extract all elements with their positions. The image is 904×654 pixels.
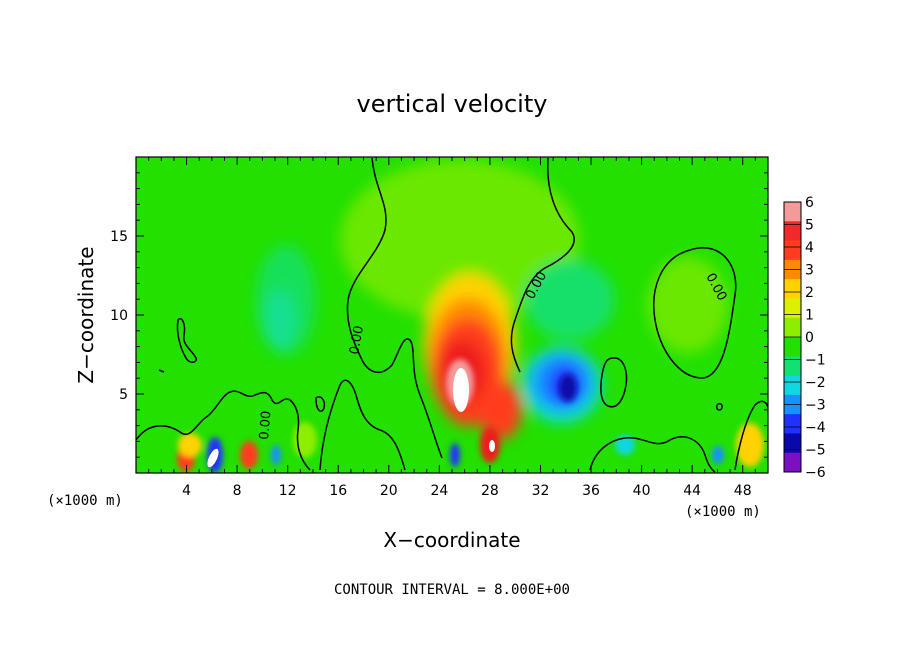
x-tick-label: 16 — [329, 483, 347, 499]
colorbar-segment — [784, 298, 801, 319]
colorbar-label: 4 — [805, 240, 814, 256]
colorbar-label: −4 — [805, 420, 826, 436]
colorbar-label: 6 — [805, 195, 814, 211]
x-tick-label: 24 — [430, 483, 448, 499]
downdraft-outer — [525, 260, 615, 340]
contour-label-4: 0.00 — [257, 410, 274, 440]
updraft-red-lobe — [478, 380, 522, 440]
weak-updraft-zone — [648, 257, 728, 353]
x-tick-label: 48 — [734, 483, 752, 499]
colorbar-label: 3 — [805, 263, 814, 279]
contour-small-left — [176, 318, 198, 363]
surface-cell-blue-4 — [712, 446, 724, 464]
contour-label-1: 0.00 — [347, 325, 367, 356]
x-tick-label: 8 — [233, 483, 242, 499]
x-unit-left: (×1000 m) — [47, 493, 123, 509]
surface-cell-red-2 — [240, 441, 258, 469]
colorbar-segment — [784, 240, 801, 261]
colorbar-label: 0 — [805, 330, 814, 346]
contour-tiny — [315, 396, 326, 412]
surface-cell-green-1 — [293, 422, 317, 458]
y-axis-ticks: 5 10 15 — [110, 172, 768, 458]
surface-white-spot — [489, 440, 495, 452]
surface-cell-blue-2 — [271, 445, 281, 465]
colorbar-segment — [784, 202, 801, 222]
colorbar-segment — [784, 317, 801, 338]
colorbar-segment — [784, 433, 801, 454]
x-axis-ticks: 4 8 12 16 20 24 28 32 36 40 44 48 — [148, 157, 756, 499]
colorbar-label: 1 — [805, 308, 814, 324]
broad-updraft-zone — [340, 160, 580, 320]
colorbar-segment — [784, 279, 801, 299]
contour-right-plume — [510, 157, 575, 373]
surface-cell-cyan-1 — [615, 435, 635, 455]
colorbar-segment — [784, 337, 801, 357]
downdraft-core — [559, 374, 577, 402]
colorbar-segment — [784, 375, 801, 396]
colorbar-label: −6 — [805, 465, 826, 481]
contour-tick-a — [158, 369, 165, 373]
surface-cell-blue-3 — [450, 443, 460, 467]
colorbar-label: −5 — [805, 443, 826, 459]
colorbar-label: 2 — [805, 285, 814, 301]
x-tick-label: 44 — [683, 483, 701, 499]
contour-surface-left — [136, 390, 311, 471]
y-tick-label: 5 — [119, 387, 128, 403]
x-axis-label: X−coordinate — [383, 528, 520, 552]
contour-interval-note: CONTOUR INTERVAL = 8.000E+00 — [334, 582, 570, 598]
colorbar: 6 5 4 3 2 1 0 −1 −2 −3 −4 −5 −6 — [783, 195, 826, 481]
contour-surface-mid — [319, 379, 406, 471]
zero-contours — [136, 157, 768, 473]
x-tick-label: 40 — [633, 483, 651, 499]
colorbar-segment — [784, 414, 801, 434]
x-tick-label: 20 — [380, 483, 398, 499]
contour-left-plume — [346, 157, 443, 459]
x-unit-right: (×1000 m) — [685, 504, 761, 520]
updraft-white-core — [453, 368, 469, 412]
x-tick-label: 36 — [582, 483, 600, 499]
colorbar-label: −3 — [805, 398, 826, 414]
x-tick-label: 4 — [182, 483, 191, 499]
surface-cell-yellow-1 — [178, 433, 202, 457]
y-tick-label: 15 — [110, 229, 128, 245]
weak-downdraft-core — [264, 290, 296, 350]
contour-surface-right — [589, 436, 716, 473]
x-tick-label: 28 — [481, 483, 499, 499]
colorbar-label: 5 — [805, 218, 814, 234]
contour-surface-edge — [734, 400, 768, 471]
velocity-field — [136, 157, 768, 473]
colorbar-segment — [784, 452, 801, 473]
colorbar-label: −2 — [805, 375, 826, 391]
colorbar-segment — [784, 356, 801, 377]
contour-right-cell — [653, 247, 737, 379]
surface-white-core — [207, 448, 219, 468]
x-tick-label: 32 — [532, 483, 550, 499]
y-tick-label: 10 — [110, 308, 128, 324]
chart-title: vertical velocity — [357, 90, 548, 118]
colorbar-segment — [784, 221, 801, 242]
x-tick-label: 12 — [279, 483, 297, 499]
contour-dot — [715, 402, 723, 411]
y-axis-label: Z−coordinate — [74, 246, 98, 383]
contour-small-cell — [600, 357, 628, 408]
colorbar-label: −1 — [805, 353, 826, 369]
